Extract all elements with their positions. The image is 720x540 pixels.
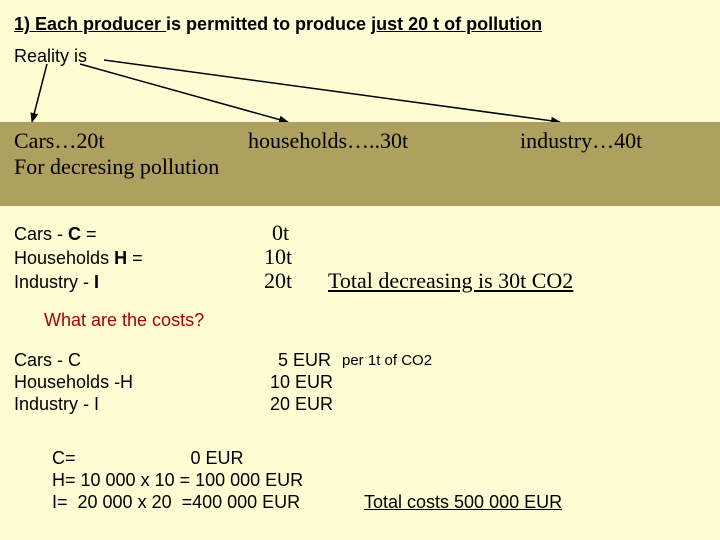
dec-ind-b: I xyxy=(94,272,99,292)
row-for-decreasing: For decresing pollution xyxy=(14,154,219,180)
costs-house-label: Households -H xyxy=(14,372,133,393)
line1-amount: 20 t of pollution xyxy=(408,14,542,34)
costs-ind-label: Industry - I xyxy=(14,394,99,415)
decrease-val-10t: 10t xyxy=(264,244,292,270)
line1-just: just xyxy=(371,14,408,34)
dec-ind-a: Industry - xyxy=(14,272,94,292)
costs-val-10eur: 10 EUR xyxy=(270,372,333,393)
slide-root: 1) Each producer is permitted to produce… xyxy=(0,0,720,540)
eq-c: C= 0 EUR xyxy=(52,448,244,469)
total-costs: Total costs 500 000 EUR xyxy=(364,492,562,513)
arrow-to-industry xyxy=(104,60,560,122)
eq-i: I= 20 000 x 20 =400 000 EUR xyxy=(52,492,300,513)
decrease-house-label: Households H = xyxy=(14,248,143,269)
costs-val-5eur: 5 EUR xyxy=(278,350,331,371)
header-line-2: Reality is xyxy=(14,46,87,67)
costs-cars-label: Cars - C xyxy=(14,350,81,371)
what-costs-heading: What are the costs? xyxy=(44,310,204,331)
row-industry: industry…40t xyxy=(520,128,642,154)
header-line-1: 1) Each producer is permitted to produce… xyxy=(14,14,542,35)
dec-house-b: H xyxy=(114,248,127,268)
dec-house-a: Households xyxy=(14,248,114,268)
line1-prefix: 1) Each producer xyxy=(14,14,166,34)
dec-house-c: = xyxy=(127,248,143,268)
row-households: households…..30t xyxy=(248,128,408,154)
dec-cars-c: = xyxy=(81,224,97,244)
decrease-val-20t: 20t xyxy=(264,268,292,294)
dec-cars-b: C xyxy=(68,224,81,244)
row-cars: Cars…20t xyxy=(14,128,104,154)
eq-h: H= 10 000 x 10 = 100 000 EUR xyxy=(52,470,303,491)
dec-cars-a: Cars - xyxy=(14,224,68,244)
decrease-ind-label: Industry - I xyxy=(14,272,99,293)
line1-mid: is permitted to produce xyxy=(166,14,371,34)
decrease-total: Total decreasing is 30t CO2 xyxy=(328,268,573,294)
costs-val-20eur: 20 EUR xyxy=(270,394,333,415)
arrow-to-households xyxy=(80,64,288,122)
decrease-cars-label: Cars - C = xyxy=(14,224,97,245)
arrow-to-cars xyxy=(32,64,47,122)
decrease-val-0t: 0t xyxy=(272,220,289,246)
costs-per-unit: per 1t of CO2 xyxy=(342,352,432,369)
